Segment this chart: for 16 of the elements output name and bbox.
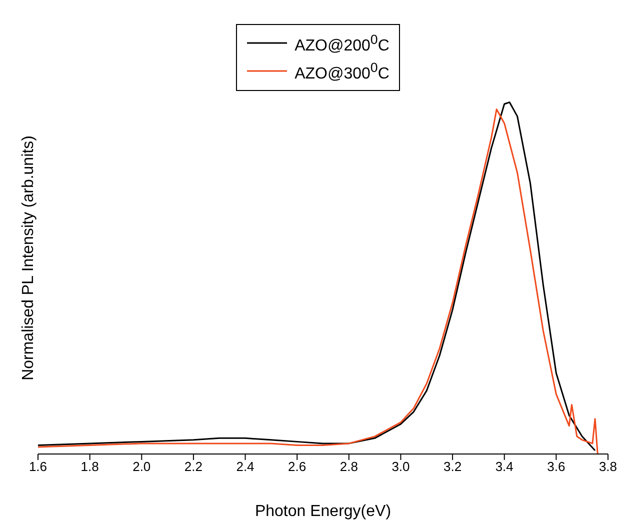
x-tick-label: 1.6 — [28, 459, 48, 474]
legend-label: AZO@200$^{0}$C — [294, 31, 390, 56]
x-tick-label: 2.6 — [288, 459, 306, 474]
x-tick-label: 2.0 — [132, 459, 151, 474]
x-tick-label: 2.8 — [340, 459, 358, 474]
x-tick-label: 1.8 — [80, 459, 99, 474]
y-axis-title: Normalised PL Intensity (arb.units) — [20, 136, 37, 380]
x-tick-label: 3.8 — [598, 459, 618, 474]
x-tick-label: 3.4 — [495, 459, 514, 474]
x-tick-label: 2.4 — [236, 459, 254, 474]
x-tick-label: 2.2 — [184, 459, 202, 474]
x-axis-title: Photon Energy(eV) — [254, 503, 392, 520]
legend-label: AZO@300$^{0}$C — [294, 59, 390, 85]
x-tick-label: 3.6 — [547, 459, 566, 474]
x-tick-label: 3.0 — [392, 459, 410, 474]
x-tick-label: 3.2 — [444, 459, 462, 474]
